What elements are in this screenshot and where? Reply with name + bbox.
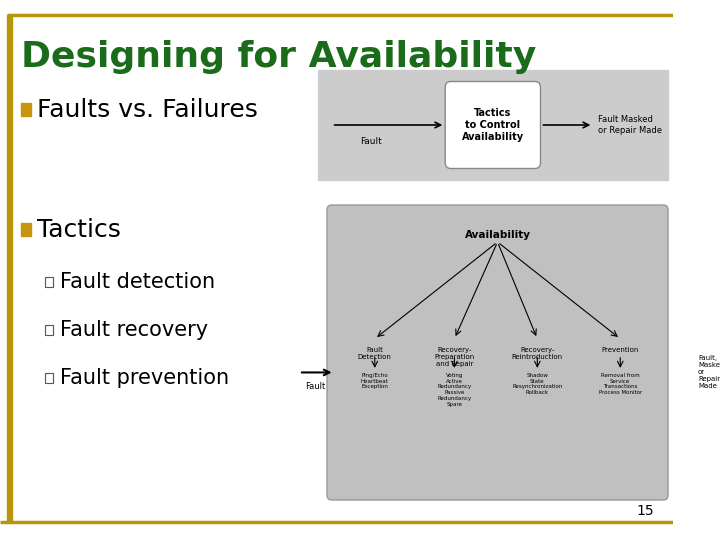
Text: Availability: Availability [464, 230, 531, 240]
Text: Shadow
State
Resynchronization
Rollback: Shadow State Resynchronization Rollback [512, 373, 562, 395]
Bar [45, 277, 53, 287]
FancyBboxPatch shape [327, 205, 668, 500]
Text: 15: 15 [636, 504, 654, 518]
Text: Recovery-
Reintroduction: Recovery- Reintroduction [512, 347, 563, 360]
Bar [7, 15, 12, 522]
Text: Tactics
to Control
Availability: Tactics to Control Availability [462, 109, 524, 141]
Text: Voting
Active
Redundancy
Passive
Redundancy
Spare: Voting Active Redundancy Passive Redunda… [437, 373, 472, 407]
Text: Faults vs. Failures: Faults vs. Failures [37, 98, 258, 122]
Text: Ping/Echo
Heartbeat
Exception: Ping/Echo Heartbeat Exception [361, 373, 389, 389]
Bar [21, 103, 31, 116]
Text: Prevention: Prevention [601, 347, 639, 353]
Text: Fault: Fault [361, 137, 382, 146]
Text: Fault
Detection: Fault Detection [358, 347, 392, 360]
FancyBboxPatch shape [445, 82, 541, 168]
Bar [45, 325, 53, 335]
Text: Tactics: Tactics [37, 218, 121, 242]
Text: Removal from
Service
Transactions
Process Monitor: Removal from Service Transactions Proces… [598, 373, 642, 395]
Text: Fault prevention: Fault prevention [60, 368, 229, 388]
Text: Fault Masked
or Repair Made: Fault Masked or Repair Made [598, 116, 662, 134]
Text: Fault detection: Fault detection [60, 272, 215, 292]
Bar [45, 373, 53, 383]
Text: Fault: Fault [305, 382, 325, 392]
Text: Recovery-
Preparation
and Repair: Recovery- Preparation and Repair [434, 347, 474, 367]
Bar [318, 70, 668, 180]
Text: Designing for Availability: Designing for Availability [21, 40, 536, 74]
Text: Fault,
Masked
or
Repair
Made: Fault, Masked or Repair Made [698, 355, 720, 389]
Bar [21, 223, 31, 236]
Text: Fault recovery: Fault recovery [60, 320, 208, 340]
